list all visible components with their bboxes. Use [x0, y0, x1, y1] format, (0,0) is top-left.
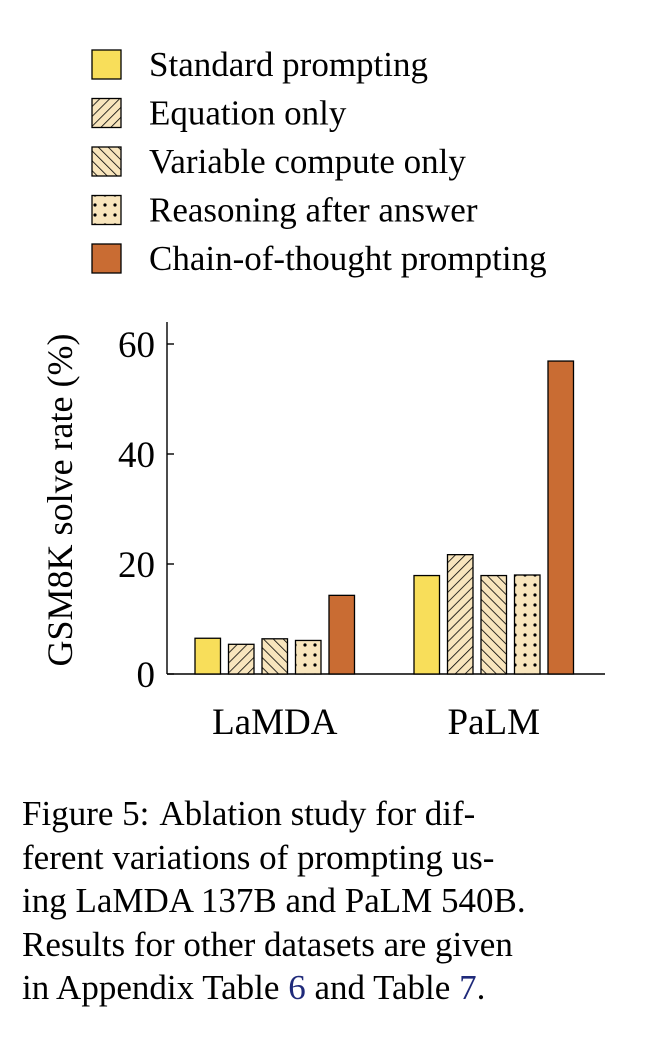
- y-tick-label: 20: [118, 545, 155, 586]
- x-axis-tick-labels: LaMDA PaLM: [212, 702, 540, 743]
- legend-swatch-standard-prompting: [91, 49, 122, 80]
- y-tick-label: 60: [118, 325, 155, 366]
- x-tick-label-lamda: LaMDA: [212, 702, 338, 743]
- bar-lamda-chain-of-thought-prompting: [328, 594, 356, 675]
- caption-line-3: ing LaMDA 137B and PaLM 540B.: [22, 881, 526, 920]
- x-tick-label-palm: PaLM: [448, 702, 541, 743]
- bar-palm-standard-prompting: [413, 574, 441, 675]
- bar-lamda-standard-prompting: [194, 637, 222, 675]
- bar-palm-variable-compute-only: [480, 574, 508, 675]
- legend-label-variable-compute-only: Variable compute only: [149, 142, 466, 181]
- legend-swatch-equation-only: [91, 97, 122, 129]
- legend-label-reasoning-after-answer: Reasoning after answer: [149, 191, 478, 230]
- caption-line-5: in Appendix Table: [22, 968, 280, 1007]
- legend-swatch-chain-of-thought-prompting: [91, 243, 122, 274]
- y-axis-label: GSM8K solve rate (%): [40, 334, 80, 667]
- table-ref-link-1[interactable]: 6: [288, 968, 306, 1007]
- legend-swatch-variable-compute-only: [91, 146, 122, 177]
- caption-line-2: ferent variations of prompting us-: [22, 837, 495, 877]
- legend-swatch-reasoning-after-answer: [91, 194, 122, 226]
- chart-bars: [194, 360, 575, 675]
- bar-palm-reasoning-after-answer: [513, 574, 541, 675]
- bar-lamda-variable-compute-only: [261, 638, 289, 675]
- caption-between: and Table: [314, 968, 451, 1007]
- legend-label-standard-prompting: Standard prompting: [149, 45, 428, 84]
- y-tick-label: 40: [118, 435, 155, 476]
- bar-lamda-equation-only: [227, 643, 255, 675]
- bar-palm-chain-of-thought-prompting: [547, 360, 575, 675]
- legend-label-chain-of-thought-prompting: Chain-of-thought prompting: [149, 239, 547, 278]
- chart-legend: Standard prompting Equation only Variable …: [91, 45, 547, 278]
- chart: Standard prompting Equation only Variable …: [40, 45, 605, 743]
- caption-line-4: Results for other datasets are given: [22, 924, 513, 964]
- bar-lamda-reasoning-after-answer: [294, 639, 322, 675]
- caption-label: Figure 5:: [22, 794, 150, 833]
- caption-line-1: Ablation study for dif-: [159, 794, 476, 833]
- legend-label-equation-only: Equation only: [149, 94, 347, 133]
- bar-palm-equation-only: [446, 554, 474, 675]
- table-ref-link-2[interactable]: 7: [459, 968, 477, 1007]
- caption-end: .: [476, 968, 486, 1007]
- figure-caption: Figure 5: Ablation study for dif-ferent v…: [22, 792, 620, 1010]
- y-tick-label: 0: [137, 655, 156, 696]
- y-axis-title: GSM8K solve rate (%): [40, 334, 80, 667]
